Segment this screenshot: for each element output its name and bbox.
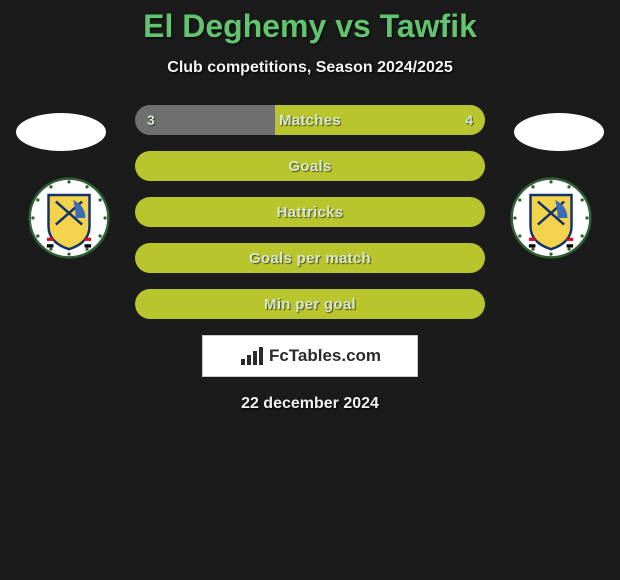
brand-chart-icon xyxy=(239,345,265,367)
brand-text: FcTables.com xyxy=(269,346,381,366)
stat-bar: Matches3 4 xyxy=(135,105,485,135)
player-left-avatar xyxy=(16,113,106,151)
comparison-chart: Matches3 4 Goals Hattricks Goals per match Mi… xyxy=(0,105,620,413)
stat-bar-label: Goals per match xyxy=(135,243,485,273)
stat-bar-label: Matches xyxy=(135,105,485,135)
stat-bar: Min per goal xyxy=(135,289,485,319)
stat-bar-label: Hattricks xyxy=(135,197,485,227)
player-right-avatar xyxy=(514,113,604,151)
stat-bar-right-value: 4 xyxy=(453,105,485,135)
stat-bar-label: Goals xyxy=(135,151,485,181)
stat-bar: Goals xyxy=(135,151,485,181)
stat-bar: Goals per match xyxy=(135,243,485,273)
club-badge-left xyxy=(28,177,110,259)
footer-date: 22 december 2024 xyxy=(0,395,620,413)
stat-bar-label: Min per goal xyxy=(135,289,485,319)
stat-bars: Matches3 4 Goals Hattricks Goals per match Mi… xyxy=(135,105,485,319)
brand-box: FcTables.com xyxy=(202,335,418,377)
club-badge-right xyxy=(510,177,592,259)
page-subtitle: Club competitions, Season 2024/2025 xyxy=(0,59,620,77)
stat-bar: Hattricks xyxy=(135,197,485,227)
stat-bar-left-value: 3 xyxy=(135,105,167,135)
page-title: El Deghemy vs Tawfik xyxy=(0,0,620,45)
